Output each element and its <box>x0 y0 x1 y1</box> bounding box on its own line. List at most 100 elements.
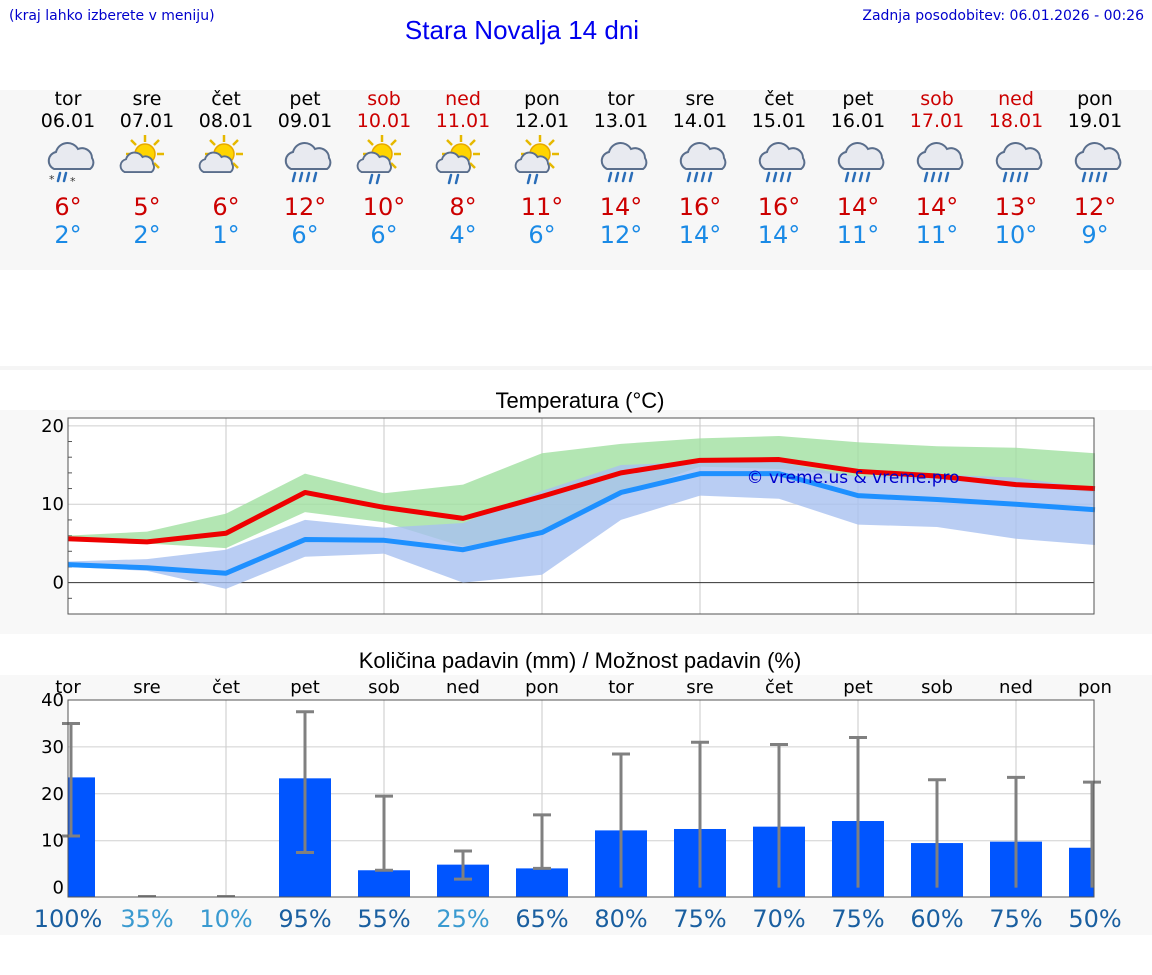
day-label: čet <box>765 677 793 698</box>
day-name: tor <box>54 88 82 110</box>
min-temperature: 1° <box>212 221 240 249</box>
precipitation-chance: 35% <box>120 905 173 933</box>
day-name: čet <box>211 88 241 110</box>
rain-cloud-icon <box>284 142 332 183</box>
day-name: čet <box>764 88 794 110</box>
day-column: čet 08.01 6° 1° <box>186 88 266 249</box>
plot-frame <box>67 417 1095 615</box>
max-temperature: 10° <box>362 193 406 221</box>
location-hint[interactable]: (kraj lahko izberete v meniju) <box>9 8 215 24</box>
max-temperature: 16° <box>757 193 801 221</box>
day-date: 19.01 <box>1067 110 1123 132</box>
day-label: ned <box>999 677 1033 698</box>
svg-text:*: * <box>49 173 55 186</box>
snow-rain-cloud-icon: * * <box>47 142 95 188</box>
day-date: 15.01 <box>751 110 807 132</box>
day-column: ned 11.01 8° 4° <box>423 88 503 249</box>
rain-cloud-icon <box>1074 142 1122 183</box>
day-date: 17.01 <box>909 110 965 132</box>
partly-sunny-icon <box>119 135 164 173</box>
max-temperature: 12° <box>283 193 327 221</box>
day-date: 08.01 <box>198 110 254 132</box>
day-label: tor <box>55 677 81 698</box>
plot-frame <box>67 699 1095 898</box>
min-temperature: 14° <box>757 221 801 249</box>
min-temperature: 11° <box>836 221 880 249</box>
day-column: čet 15.01 16° 14° <box>739 88 819 250</box>
day-column: sob 17.01 14° 11° <box>897 89 977 250</box>
max-temperature: 13° <box>994 193 1038 221</box>
min-temperature: 12° <box>599 221 643 249</box>
day-name: pet <box>842 88 874 110</box>
day-date: 09.01 <box>277 110 333 132</box>
max-temperature: 16° <box>678 193 722 221</box>
y-tick-label: 0 <box>53 878 64 899</box>
day-label: ned <box>446 677 480 698</box>
day-column: sre 14.01 16° 14° <box>660 89 740 250</box>
day-name: tor <box>607 88 635 110</box>
min-range-band <box>68 461 1095 589</box>
min-temperature: 2° <box>133 221 161 249</box>
min-temperature: 14° <box>678 221 722 249</box>
day-name: pon <box>524 88 560 110</box>
max-temperature: 12° <box>1073 193 1117 221</box>
precipitation-bar <box>1069 847 1094 897</box>
day-name: ned <box>998 88 1034 110</box>
min-temperature: 11° <box>915 221 959 249</box>
day-date: 12.01 <box>514 110 570 132</box>
min-temperature: 6° <box>370 221 398 249</box>
day-label: tor <box>608 677 634 698</box>
day-date: 07.01 <box>119 110 175 132</box>
day-label: sre <box>133 677 160 698</box>
max-temperature: 6° <box>212 193 240 221</box>
precipitation-chance: 10% <box>199 905 252 933</box>
day-name: pon <box>1077 88 1113 110</box>
y-tick-label: 0 <box>53 573 64 594</box>
day-name: sre <box>132 88 162 110</box>
day-label: sre <box>686 677 713 698</box>
temperature-chart-title: Temperatura (°C) <box>495 388 665 413</box>
day-column: sre 07.01 5° 2° <box>107 88 187 249</box>
day-date: 11.01 <box>435 110 491 132</box>
max-temperature: 11° <box>520 193 564 221</box>
day-date: 14.01 <box>672 110 728 132</box>
min-temperature: 2° <box>54 221 82 249</box>
y-tick-label: 20 <box>41 784 64 805</box>
min-temperature-line <box>67 471 1096 576</box>
precipitation-chance: 70% <box>752 905 805 933</box>
day-name: ned <box>445 88 481 110</box>
y-tick-label: 40 <box>41 690 64 711</box>
max-temperature: 14° <box>599 193 643 221</box>
day-label: pet <box>843 677 873 698</box>
day-column: pon 12.01 11° 6° <box>502 88 582 249</box>
rain-cloud-icon <box>758 142 806 183</box>
precipitation-chance: 100% <box>34 905 103 933</box>
rain-cloud-icon <box>837 142 885 183</box>
sun-shower-icon <box>435 135 480 185</box>
sun-shower-icon <box>356 135 401 185</box>
day-column: tor 06.01 * * 6° 2° <box>28 88 108 250</box>
temperature-chart: 0 10 20 © vreme.us & vreme.pro <box>41 416 1096 615</box>
precipitation-chance: 75% <box>673 905 726 933</box>
day-label: pon <box>525 677 559 698</box>
day-date: 13.01 <box>593 110 649 132</box>
partly-sunny-icon <box>198 135 243 173</box>
min-temperature: 10° <box>994 221 1038 249</box>
precipitation-bar <box>358 870 410 897</box>
y-tick-label: 20 <box>41 416 64 437</box>
precipitation-chance: 50% <box>1068 905 1121 933</box>
max-temperature: 8° <box>449 193 477 221</box>
precipitation-chance: 80% <box>594 905 647 933</box>
rain-cloud-icon <box>916 142 964 183</box>
svg-text:*: * <box>70 175 76 188</box>
min-temperature: 4° <box>449 221 477 249</box>
precipitation-chart-title: Količina padavin (mm) / Možnost padavin … <box>358 648 802 673</box>
daily-forecast-strip: tor 06.01 * * 6° 2° sre 07.01 5° 2° čet 08.01 6° 1° pe… <box>0 88 1152 270</box>
day-label: pet <box>290 677 320 698</box>
precipitation-chance: 25% <box>436 905 489 933</box>
last-updated: Zadnja posodobitev: 06.01.2026 - 00:26 <box>862 8 1144 24</box>
section-divider <box>0 366 1152 370</box>
day-column: pon 19.01 12° 9° <box>1055 88 1135 250</box>
watermark: © vreme.us & vreme.pro <box>746 468 959 488</box>
